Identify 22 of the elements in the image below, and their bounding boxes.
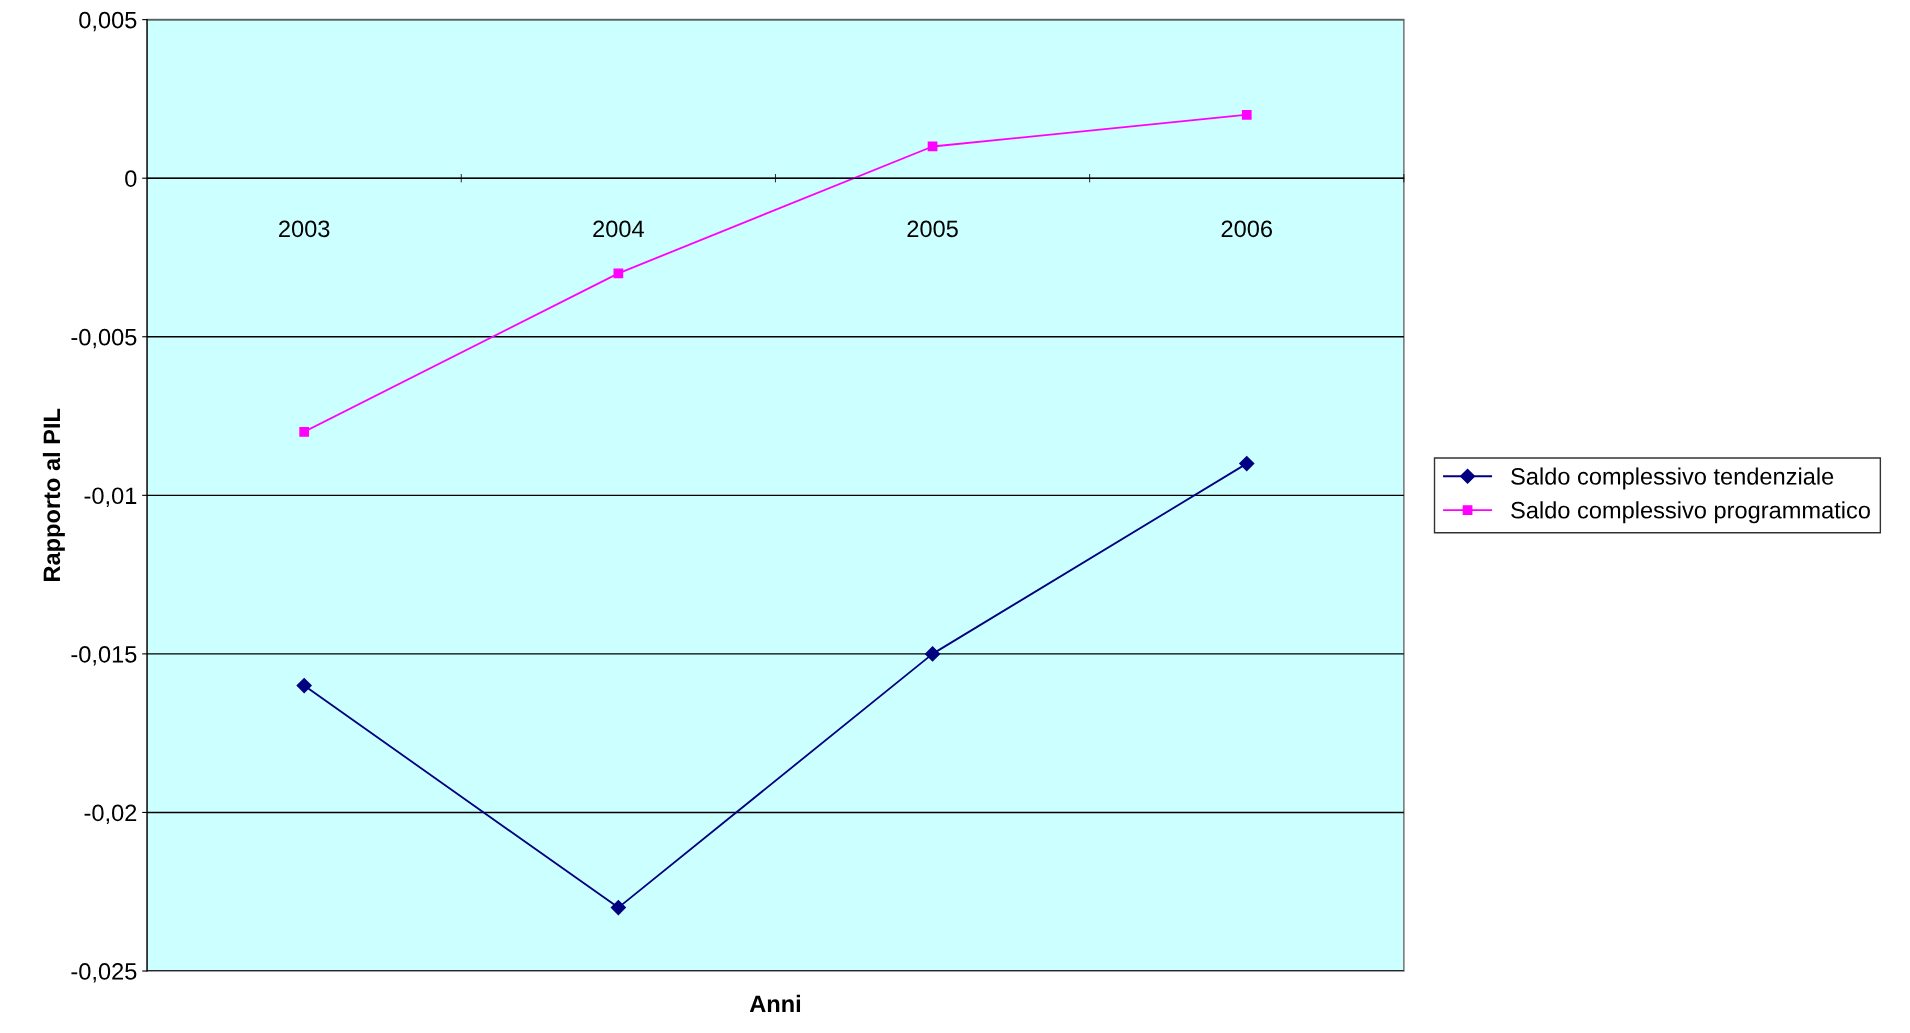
y-tick-label: 0,005 (79, 11, 137, 32)
x-tick-label: 2003 (279, 220, 330, 238)
x-tick-label: 2005 (907, 220, 958, 238)
point (924, 646, 941, 662)
x-tick-label: 2006 (1221, 220, 1272, 238)
legend-label: Saldo complessivo programmatico (1511, 501, 1870, 524)
point (296, 678, 312, 694)
legend-label: Saldo complessivo tendenziale (1511, 467, 1834, 490)
point (610, 900, 626, 916)
point (613, 268, 624, 279)
x-axis-title: Anni (749, 994, 801, 1012)
point (1241, 109, 1252, 120)
point (299, 427, 310, 437)
y-tick-label: -0,015 (71, 645, 137, 666)
y-tick-label: -0,005 (71, 328, 137, 349)
y-tick-label: -0,01 (84, 487, 137, 507)
y-axis-title: Rapporto al PIL (42, 408, 65, 581)
x-tick-label: 2004 (593, 220, 644, 238)
y-tick-label: 0 (125, 170, 137, 187)
y-tick-label: -0,02 (84, 804, 137, 825)
y-tick-label: -0,025 (71, 963, 137, 983)
point (1239, 456, 1255, 472)
